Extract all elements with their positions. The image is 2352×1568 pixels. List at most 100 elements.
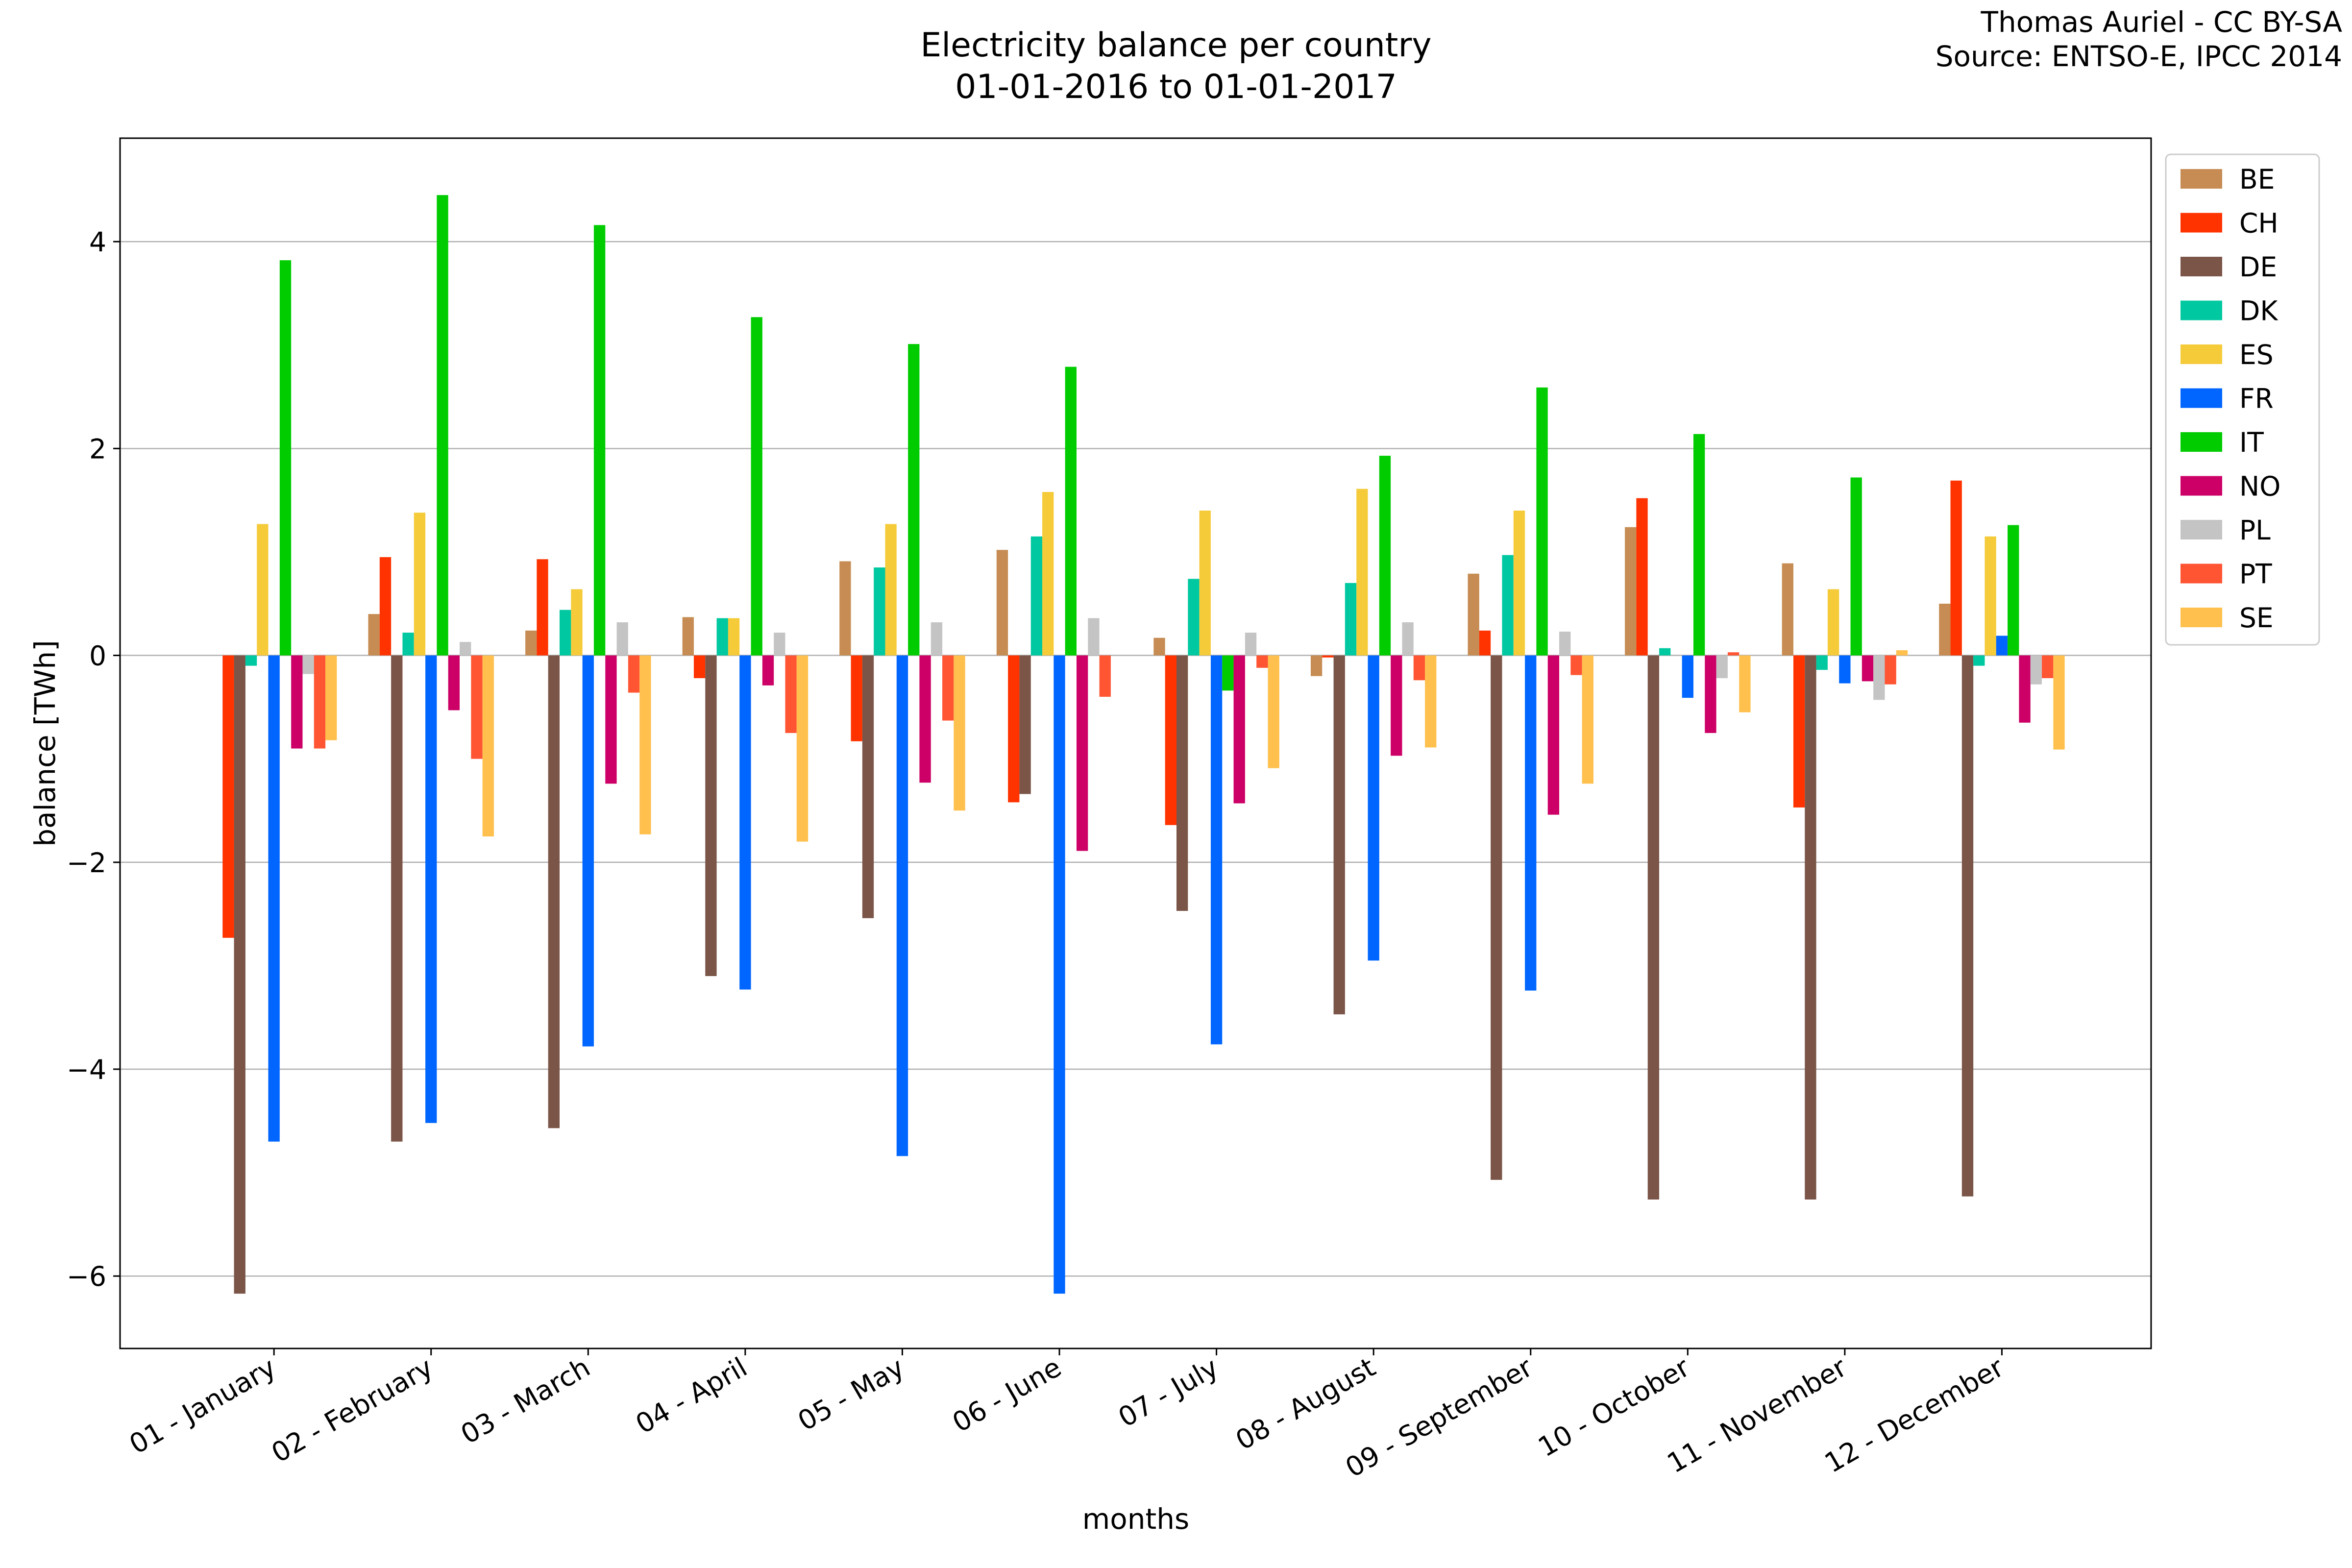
bar-no: [1391, 655, 1402, 756]
bar-fr: [1682, 655, 1693, 698]
legend-swatch-dk: [2180, 300, 2222, 320]
bar-ch: [1165, 655, 1176, 825]
bar-ch: [851, 655, 862, 741]
y-tick-label: 4: [89, 226, 106, 258]
x-tick-label: 03 - March: [456, 1351, 595, 1450]
bar-no: [291, 655, 303, 749]
bar-no: [1233, 655, 1245, 804]
bar-es: [1042, 492, 1054, 656]
bar-be: [1782, 563, 1793, 656]
bar-fr: [425, 655, 437, 1123]
bar-pl: [931, 622, 943, 656]
bar-es: [1513, 511, 1525, 656]
bar-pt: [1570, 655, 1582, 675]
x-tick-label: 08 - August: [1230, 1351, 1381, 1456]
bar-de: [391, 655, 403, 1142]
bar-pt: [471, 655, 483, 759]
legend-swatch-be: [2180, 169, 2222, 189]
bar-pt: [1885, 655, 1896, 685]
legend-swatch-pl: [2180, 520, 2222, 539]
bar-es: [728, 618, 740, 656]
bar-se: [1896, 650, 1908, 656]
bar-fr: [1839, 655, 1851, 684]
bar-fr: [1368, 655, 1379, 961]
bar-pl: [1245, 633, 1257, 656]
bar-ch: [1636, 498, 1648, 656]
bar-es: [885, 524, 897, 656]
bar-no: [919, 655, 931, 783]
bar-be: [1468, 573, 1479, 656]
legend-label-it: IT: [2239, 427, 2264, 458]
bar-ch: [379, 557, 392, 656]
y-tick-label: 0: [89, 640, 106, 672]
legend-label-se: SE: [2239, 602, 2274, 634]
legend-swatch-pt: [2180, 564, 2222, 584]
bar-it: [1536, 387, 1548, 656]
bar-pt: [785, 655, 797, 733]
bar-se: [1425, 655, 1437, 748]
bar-dk: [1502, 555, 1514, 656]
bar-ch: [1479, 630, 1491, 656]
bar-pl: [460, 642, 471, 656]
bar-se: [639, 655, 651, 834]
bar-ch: [537, 559, 548, 656]
bar-de: [1961, 655, 1974, 1197]
grid-lines: [120, 241, 2151, 1277]
bar-ch: [1008, 655, 1020, 803]
bar-fr: [1996, 636, 2008, 656]
bar-dk: [560, 610, 571, 656]
bar-dk: [402, 633, 414, 656]
bar-no: [1862, 655, 1874, 682]
bar-se: [1268, 655, 1279, 768]
bar-dk: [1188, 579, 1200, 656]
bar-dk: [245, 655, 257, 666]
bar-be: [1625, 527, 1637, 656]
bar-pl: [1088, 618, 1100, 656]
bar-es: [1984, 536, 1996, 656]
bar-es: [1356, 489, 1368, 656]
legend-label-dk: DK: [2239, 295, 2278, 327]
bar-fr: [1054, 655, 1065, 1294]
bar-be: [682, 617, 694, 656]
legend-swatch-se: [2180, 608, 2222, 627]
bar-se: [954, 655, 965, 811]
credit-source: Source: ENTSO-E, IPCC 2014: [1936, 40, 2342, 73]
x-tick-label: 05 - May: [792, 1351, 909, 1437]
bar-de: [548, 655, 560, 1128]
bar-ch: [222, 655, 234, 938]
bar-fr: [896, 655, 908, 1156]
legend-label-es: ES: [2239, 339, 2274, 370]
bar-it: [2008, 525, 2019, 656]
legend-swatch-no: [2180, 476, 2222, 496]
legend-label-be: BE: [2239, 164, 2275, 195]
legend-swatch-it: [2180, 432, 2222, 452]
bar-no: [1076, 655, 1088, 851]
bar-be: [368, 614, 380, 656]
bar-it: [1693, 434, 1705, 656]
legend-label-fr: FR: [2239, 383, 2274, 415]
bar-pt: [314, 655, 326, 749]
legend-label-pl: PL: [2239, 514, 2271, 546]
bar-dk: [1030, 536, 1043, 656]
bar-pt: [1256, 655, 1268, 668]
bar-be: [1153, 637, 1165, 656]
bar-it: [1065, 367, 1077, 656]
y-tick-label: 2: [89, 433, 106, 465]
bars: [222, 195, 2065, 1294]
legend-label-ch: CH: [2239, 208, 2278, 239]
plot-frame: [119, 137, 2152, 1349]
x-tick-label: 12 - December: [1819, 1351, 2009, 1479]
legend-label-de: DE: [2239, 251, 2277, 283]
bar-dk: [1659, 648, 1671, 656]
bar-it: [751, 317, 762, 656]
bar-ch: [1793, 655, 1805, 808]
bar-it: [908, 344, 920, 656]
x-tick-label: 07 - July: [1113, 1351, 1224, 1433]
bar-fr: [1525, 655, 1537, 991]
bar-es: [1827, 589, 1839, 656]
y-axis-label: balance [TWh]: [28, 640, 62, 847]
bar-pl: [1402, 622, 1414, 656]
bar-pl: [1559, 632, 1571, 656]
bar-de: [1805, 655, 1816, 1200]
